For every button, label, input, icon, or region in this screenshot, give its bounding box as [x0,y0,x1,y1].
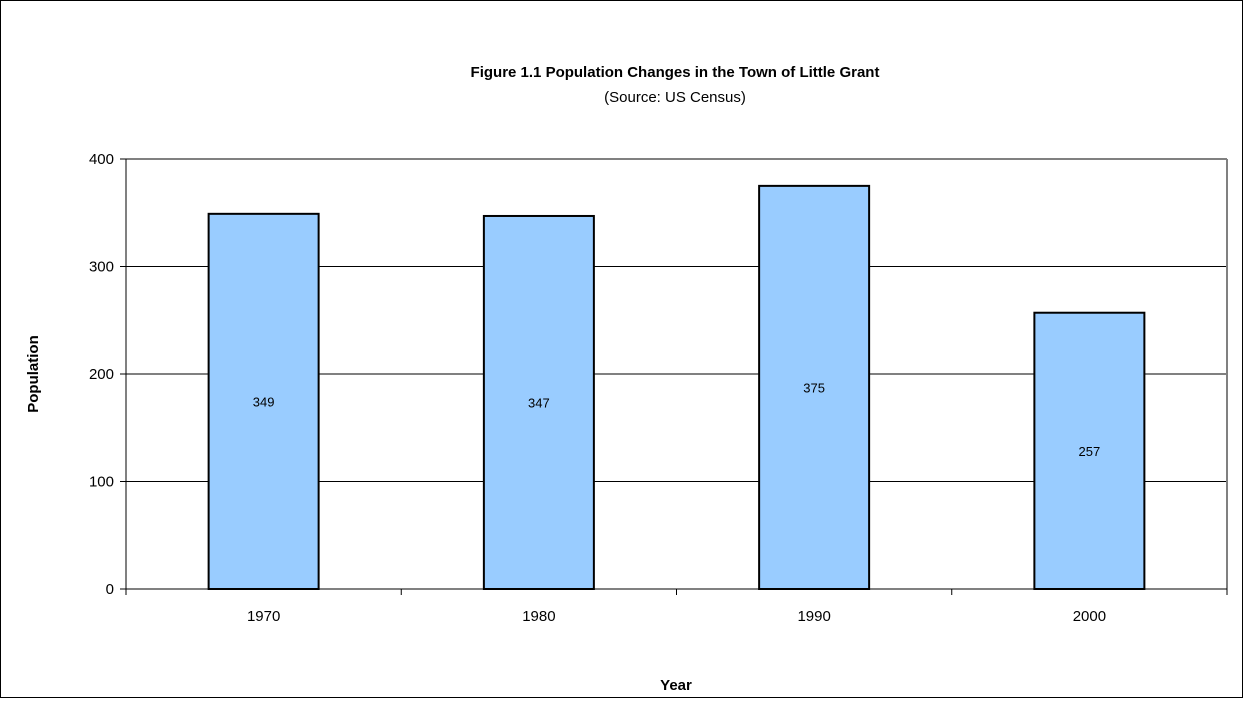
y-tick-label: 300 [89,259,114,276]
bar-2000 [1033,311,1146,590]
y-tick-label: 0 [106,581,114,598]
y-tick-label: 400 [89,151,114,168]
x-axis-label: Year [660,677,692,694]
x-tick-label-2000: 2000 [1073,608,1106,625]
bar-1990 [758,184,871,590]
x-tick-label-1980: 1980 [522,608,555,625]
data-labels: 349 347 375 257 [253,380,1100,458]
data-label-1980: 347 [528,395,550,410]
x-tick-label-1970: 1970 [247,608,280,625]
y-axis-label: Population [25,335,42,413]
data-label-1970: 349 [253,394,275,409]
data-label-2000: 257 [1079,444,1101,459]
y-tick-label: 100 [89,474,114,491]
bar-1980 [482,214,595,590]
axes [120,158,1228,595]
chart-subtitle: (Source: US Census) [604,89,746,106]
y-tick-label: 200 [89,366,114,383]
x-tick-label-1990: 1990 [797,608,830,625]
y-tick-labels: 0 100 200 300 400 [89,151,114,598]
chart-title: Figure 1.1 Population Changes in the Tow… [471,64,880,81]
x-tick-labels: 1970 1980 1990 2000 [247,608,1106,625]
data-label-1990: 375 [803,380,825,395]
